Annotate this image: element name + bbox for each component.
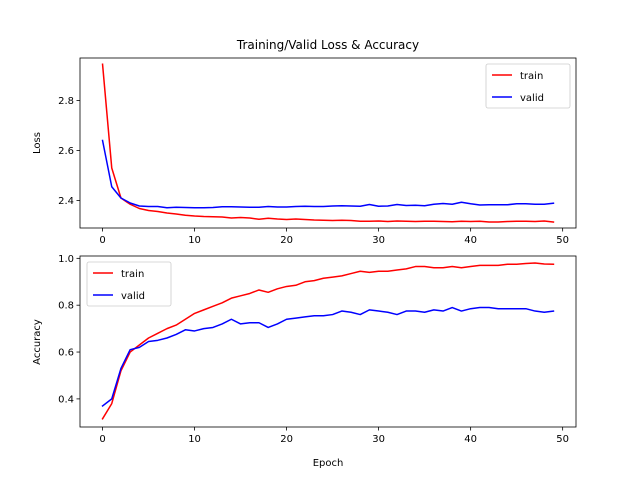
x-axis-label: Epoch xyxy=(313,458,344,469)
accuracy-series-line-train xyxy=(101,262,555,420)
loss-ticks: 0 10 20 30 40 50 2.4 2.6 2.8 xyxy=(58,96,569,246)
loss-legend: train valid xyxy=(485,63,571,109)
loss-lines xyxy=(101,63,555,223)
accuracy-x-tick-label: 30 xyxy=(372,434,385,445)
accuracy-legend-label-train: train xyxy=(121,269,144,280)
accuracy-series-line-valid xyxy=(101,306,555,407)
accuracy-x-tick-label: 0 xyxy=(99,434,105,445)
loss-y-tick-label: 2.4 xyxy=(58,196,74,207)
loss-x-tick-label: 20 xyxy=(280,235,293,246)
loss-series-line-valid xyxy=(101,139,555,209)
accuracy-y-axis-label: Accuracy xyxy=(32,319,43,365)
loss-x-tick-label: 50 xyxy=(556,235,569,246)
loss-x-tick-label: 30 xyxy=(372,235,385,246)
accuracy-ticks: 0 10 20 30 40 50 0.4 0.6 0.8 1.0 xyxy=(58,254,569,445)
accuracy-y-tick-label: 1.0 xyxy=(58,254,74,265)
accuracy-x-tick-label: 10 xyxy=(188,434,201,445)
loss-x-tick-label: 40 xyxy=(464,235,477,246)
accuracy-y-tick-label: 0.8 xyxy=(58,301,74,312)
accuracy-axes-frame xyxy=(79,255,577,428)
chart-title: Training/Valid Loss & Accuracy xyxy=(236,38,419,52)
loss-legend-label-valid: valid xyxy=(520,93,544,104)
loss-legend-label-train: train xyxy=(520,71,543,82)
loss-x-tick-label: 0 xyxy=(99,235,105,246)
loss-y-tick-label: 2.8 xyxy=(58,96,74,107)
loss-x-tick-label: 10 xyxy=(188,235,201,246)
accuracy-x-tick-label: 40 xyxy=(464,434,477,445)
loss-series-line-train xyxy=(101,63,555,223)
accuracy-x-tick-label: 20 xyxy=(280,434,293,445)
loss-subplot: Training/Valid Loss & Accuracy 0 10 20 30 40… xyxy=(32,38,577,246)
accuracy-legend: train valid xyxy=(86,261,172,307)
loss-y-tick-label: 2.6 xyxy=(58,146,74,157)
loss-axes-frame xyxy=(79,57,577,229)
accuracy-legend-label-valid: valid xyxy=(121,291,145,302)
accuracy-y-tick-label: 0.4 xyxy=(58,394,74,405)
accuracy-x-tick-label: 50 xyxy=(556,434,569,445)
accuracy-subplot: 0 10 20 30 40 50 0.4 0.6 0.8 1.0 Accuracy Epoch t… xyxy=(32,254,577,469)
accuracy-lines xyxy=(101,262,555,420)
accuracy-y-tick-label: 0.6 xyxy=(58,348,74,359)
loss-y-axis-label: Loss xyxy=(32,132,43,154)
